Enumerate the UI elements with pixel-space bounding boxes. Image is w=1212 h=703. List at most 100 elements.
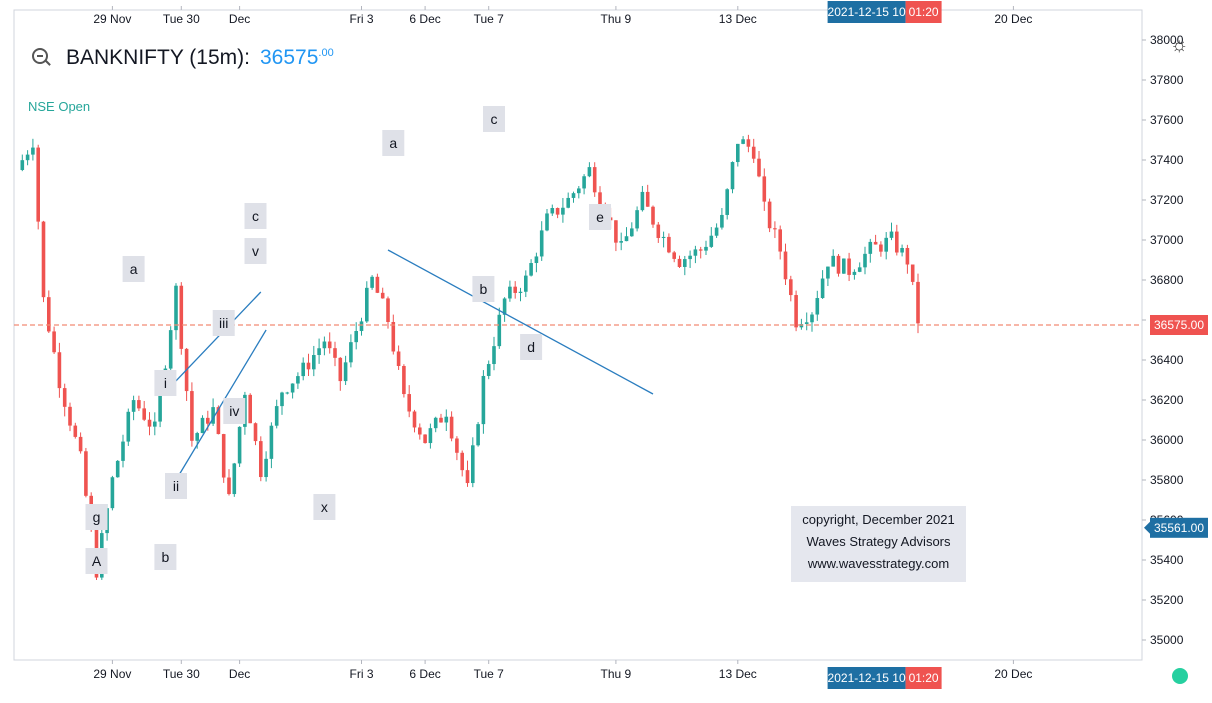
candle-body (778, 229, 782, 252)
candle-body (158, 390, 162, 422)
candle-body (863, 253, 867, 268)
candle-body (349, 342, 353, 363)
wave-label-box (154, 370, 177, 396)
candle-body (614, 220, 618, 243)
candle-body (704, 246, 708, 251)
wave-label: a (130, 261, 138, 277)
candle-body (137, 400, 141, 409)
candle-body (720, 214, 724, 228)
candle-body (62, 388, 67, 407)
candle-body (237, 426, 242, 464)
candle-body (365, 287, 369, 322)
y-tick-label: 36800 (1150, 273, 1184, 287)
candle-body (57, 352, 62, 389)
countdown-badge (905, 1, 942, 23)
candle-body (677, 258, 682, 267)
candle-body (518, 291, 523, 293)
y-tick-label: 37400 (1150, 153, 1184, 167)
gear-icon[interactable]: ☼ (1170, 34, 1189, 56)
candle-body (842, 258, 846, 274)
symbol-label: BANKNIFTY (15m): (66, 46, 250, 69)
wave-label-box (483, 106, 505, 132)
candle-body (232, 463, 237, 495)
candle-body (651, 206, 655, 225)
wave-label: c (491, 111, 498, 127)
candle-body (274, 406, 279, 426)
candle-body (577, 188, 581, 194)
candle-body (640, 191, 645, 211)
candle-body (322, 341, 327, 349)
y-tick-label: 35200 (1150, 593, 1184, 607)
candle-body (126, 411, 131, 442)
candle-body (359, 321, 364, 332)
candle-body (333, 348, 337, 358)
candle-body (216, 407, 221, 435)
candle-body (380, 292, 385, 299)
x-tick-label: Thu 9 (601, 667, 632, 681)
trendline (175, 329, 267, 481)
y-tick-label: 37000 (1150, 233, 1184, 247)
candle-body (497, 314, 502, 347)
candle-body (836, 255, 841, 274)
status-dot-icon[interactable] (1172, 668, 1188, 684)
wave-label-box (122, 256, 145, 282)
wave-label-box (589, 204, 611, 230)
candle-body (905, 247, 910, 265)
candle-body (296, 376, 300, 384)
wave-label-box (244, 203, 267, 229)
y-tick-label: 37600 (1150, 113, 1184, 127)
wave-label-box (85, 548, 108, 574)
candle-body (857, 267, 862, 272)
candle-body (179, 285, 184, 349)
candle-body (762, 176, 767, 202)
level-badge-arrow (1144, 521, 1150, 534)
candle-body (736, 143, 740, 163)
candle-body (773, 228, 777, 230)
candle-body (195, 433, 199, 441)
candle-body (460, 452, 464, 471)
candle-body (635, 210, 639, 229)
candle-body (52, 331, 56, 353)
candle-body (131, 400, 136, 412)
candle-body (253, 423, 258, 442)
candle-body (227, 477, 231, 495)
plot-frame (13, 9, 1143, 661)
candle-body (730, 162, 735, 190)
y-tick-label: 37200 (1150, 193, 1184, 207)
market-status: NSE Open (28, 99, 91, 114)
wave-label: c (252, 208, 259, 224)
candle-body (524, 275, 528, 292)
x-tick-label: 20 Dec (994, 12, 1032, 26)
candle-body (852, 271, 857, 275)
time-badge-text: 2021-12-15 10 (828, 671, 906, 685)
candle-body (221, 434, 226, 478)
candle-body (624, 236, 629, 242)
x-tick-label: 13 Dec (719, 12, 757, 26)
x-tick-label: Fri 3 (350, 12, 374, 26)
candle-body (757, 158, 761, 177)
grid (13, 9, 1143, 661)
axes: 3500035200354003560035800360003620036400… (93, 1, 1208, 689)
candle-body (895, 231, 899, 253)
candle-body (598, 192, 602, 206)
candle-body (206, 417, 210, 424)
candle-body (566, 197, 570, 208)
candle-body (259, 441, 263, 478)
candle-body (200, 417, 205, 434)
candle-body (799, 324, 804, 328)
wave-label: g (93, 509, 101, 525)
candle-body (301, 362, 305, 377)
zoom-icon[interactable] (32, 48, 48, 64)
candle-body (884, 237, 888, 252)
candle-body (783, 251, 788, 280)
candle-body (142, 408, 146, 420)
candles (20, 134, 920, 580)
x-tick-label: 20 Dec (994, 667, 1032, 681)
candle-body (688, 255, 692, 260)
time-badge (827, 1, 906, 23)
candle-body (746, 139, 751, 147)
candle-body (656, 224, 661, 238)
candle-body (539, 230, 544, 257)
